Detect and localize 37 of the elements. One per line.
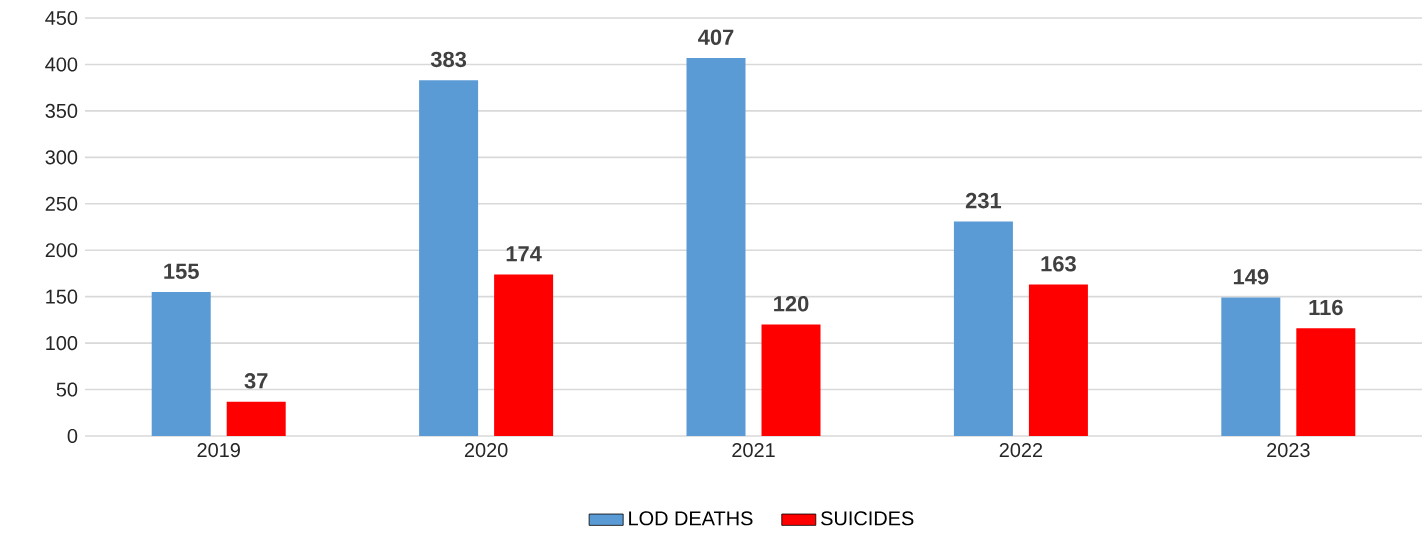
y-tick-label: 100 xyxy=(46,336,78,351)
data-label: 120 xyxy=(774,296,809,312)
x-tick-label: 2023 xyxy=(1267,443,1310,458)
data-label: 383 xyxy=(430,51,467,68)
bar xyxy=(686,57,746,436)
y-tick-label: 150 xyxy=(46,289,78,304)
y-tick-label: 300 xyxy=(45,150,78,165)
data-label: 174 xyxy=(506,246,542,262)
x-tick-label: 2020 xyxy=(464,443,508,458)
data-label: 163 xyxy=(1041,256,1076,272)
bar xyxy=(1296,328,1356,436)
x-tick-label: 2022 xyxy=(999,443,1043,458)
data-label: 407 xyxy=(698,29,734,45)
data-label: 155 xyxy=(164,263,199,279)
x-tick-label: 2021 xyxy=(732,443,775,458)
y-tick-label: 350 xyxy=(45,103,78,118)
bar xyxy=(1221,297,1281,436)
data-label: 37 xyxy=(244,373,268,389)
y-tick-label: 450 xyxy=(45,10,78,26)
data-label: 149 xyxy=(1233,269,1269,285)
bar xyxy=(151,292,211,436)
bar xyxy=(226,401,286,436)
y-tick-label: 200 xyxy=(45,243,78,258)
data-label: 116 xyxy=(1309,299,1343,316)
data-label: 231 xyxy=(965,192,1002,209)
legend-label: SUICIDES xyxy=(821,511,914,526)
bar xyxy=(953,221,1013,436)
y-tick-label: 400 xyxy=(45,57,78,72)
x-tick-label: 2019 xyxy=(197,443,240,458)
y-tick-label: 250 xyxy=(45,196,78,211)
legend-label: LOD DEATHS xyxy=(629,511,753,526)
bar xyxy=(761,324,821,436)
bar xyxy=(494,274,554,436)
bar xyxy=(1028,284,1088,436)
y-tick-label: 50 xyxy=(56,382,78,397)
y-tick-label: 0 xyxy=(67,428,78,444)
bar xyxy=(419,80,479,436)
